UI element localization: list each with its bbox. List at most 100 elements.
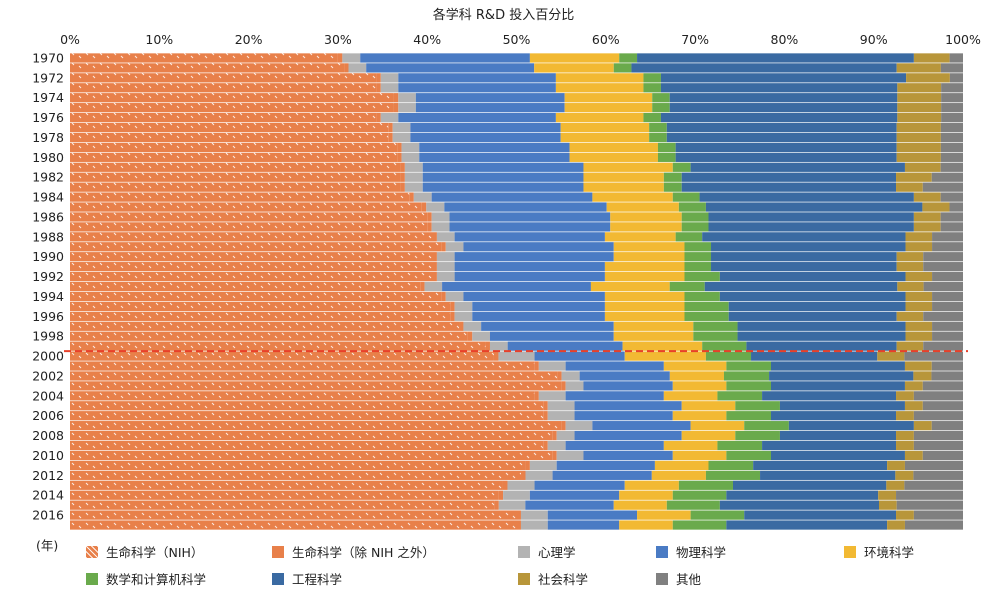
y-tick-label: 2008 [32, 428, 64, 443]
bar-segment [360, 53, 530, 63]
bar-segment [404, 162, 423, 172]
bar-segment [931, 172, 963, 182]
bar-segment [583, 162, 673, 172]
bar-segment [719, 291, 906, 302]
bar-segment [932, 301, 963, 312]
bar-segment [70, 430, 553, 441]
bar-segment [592, 192, 673, 202]
bar-segment [649, 122, 667, 133]
bar-segment [70, 291, 442, 302]
bar-segment [380, 73, 399, 83]
bar-segment [454, 232, 605, 242]
bar-segment [538, 361, 566, 371]
bar-segment [604, 262, 685, 272]
bar-segment [70, 122, 389, 133]
bar-segment [529, 53, 620, 63]
bar-segment [427, 222, 432, 232]
bar-segment [410, 122, 561, 133]
bar-segment [431, 222, 450, 232]
bar-segment [913, 411, 963, 421]
legend-item: 环境科学 [844, 542, 914, 561]
bar-segment [427, 212, 432, 222]
y-tick-label: 1976 [32, 110, 64, 125]
bar-segment [923, 252, 963, 262]
bar-segment [705, 470, 761, 480]
y-tick-label: 1990 [32, 249, 64, 264]
bar-segment [932, 321, 963, 331]
bar-segment [879, 500, 897, 510]
legend-label: 物理科学 [676, 545, 727, 560]
bar-segment [70, 331, 468, 341]
legend-swatch [86, 545, 98, 558]
bar-segment [454, 252, 614, 262]
bar-segment [690, 510, 745, 520]
bar-segment [348, 63, 367, 73]
legend-swatch [272, 572, 284, 585]
bar-segment [436, 232, 455, 242]
legend-label: 生命科学（除 NIH 之外） [292, 545, 435, 560]
bar-segment [463, 291, 605, 302]
bar-segment [376, 73, 381, 83]
bar-segment [681, 222, 709, 232]
bar-segment [622, 341, 703, 351]
bar-segment [744, 421, 789, 431]
bar-segment [70, 401, 544, 411]
bar-segment [565, 381, 584, 391]
bar-segment [923, 262, 963, 272]
bar-segment [70, 480, 503, 490]
bar-segment [669, 371, 724, 381]
bar-segment [404, 182, 423, 192]
bar-segment [534, 63, 614, 73]
bar-segment [422, 162, 584, 172]
x-tick-label: 30% [324, 32, 352, 47]
bar-segment [771, 450, 905, 461]
bar-segment [400, 162, 405, 172]
bar-segment [70, 361, 535, 371]
bar-segment [70, 172, 401, 182]
bar-segment [624, 351, 706, 361]
bar-segment [450, 301, 455, 312]
bar-segment [70, 112, 377, 123]
y-tick-label: 2000 [32, 349, 64, 364]
bar-segment [672, 162, 691, 172]
legend-swatch [272, 545, 284, 558]
bar-segment [726, 411, 772, 421]
bar-segment [737, 331, 906, 341]
bar-segment [555, 112, 644, 123]
bar-segment [366, 63, 535, 73]
bar-segment [70, 411, 544, 421]
bar-segment [711, 242, 906, 252]
bar-segment [663, 391, 718, 401]
bar-segment [613, 331, 694, 341]
year-unit-label: (年) [36, 538, 59, 553]
bar-segment [436, 271, 455, 282]
bar-segment [393, 93, 399, 103]
bar-segment [922, 182, 963, 192]
y-tick-label: 1998 [32, 329, 64, 344]
bar-segment [565, 421, 593, 431]
bar-segment [705, 202, 923, 212]
bar-segment [419, 152, 570, 162]
bar-segment [574, 401, 682, 411]
bar-segment [70, 83, 377, 93]
x-tick-label: 40% [413, 32, 441, 47]
y-tick-label: 1972 [32, 70, 64, 85]
bar-segment [878, 490, 897, 500]
bar-segment [735, 430, 780, 441]
y-tick-label: 2010 [32, 448, 64, 463]
bar-segment [762, 391, 897, 401]
bar-segment [771, 381, 905, 391]
bar-segment [904, 351, 963, 361]
bar-segment [592, 421, 691, 431]
legend-item: 生命科学（除 NIH 之外） [272, 542, 435, 561]
bar-segment [753, 460, 888, 471]
x-tick-label: 90% [860, 32, 888, 47]
bar-segment [424, 281, 443, 292]
bar-segment [583, 182, 664, 192]
bar-segment [728, 311, 897, 321]
bar-segment [534, 351, 625, 361]
legend-label: 心理学 [538, 545, 576, 560]
bar-segment [660, 112, 898, 123]
bar-segment [610, 212, 682, 222]
bar-segment [708, 460, 754, 471]
